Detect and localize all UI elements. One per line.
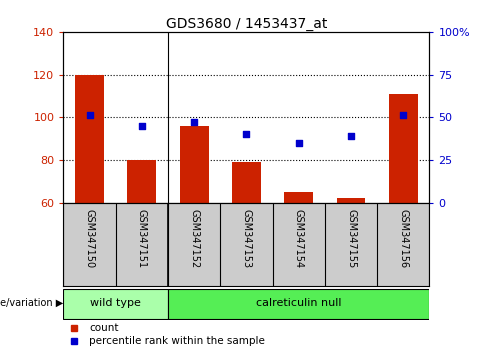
Text: calreticulin null: calreticulin null (256, 298, 342, 308)
Text: wild type: wild type (90, 298, 141, 308)
Point (138, 123, 146, 129)
Bar (285, 192, 313, 203)
Point (399, 112, 407, 118)
Point (243, 132, 250, 137)
Point (295, 140, 303, 146)
Text: GSM347151: GSM347151 (137, 209, 147, 268)
Text: GSM347156: GSM347156 (398, 209, 408, 268)
Bar (389, 94, 418, 203)
Bar (75, 75, 104, 203)
Text: GSM347153: GSM347153 (242, 209, 251, 268)
Text: GSM347155: GSM347155 (346, 209, 356, 269)
Text: genotype/variation ▶: genotype/variation ▶ (0, 298, 63, 308)
Bar (232, 162, 261, 203)
Point (86, 112, 94, 118)
Bar (127, 160, 156, 203)
Text: GSM347150: GSM347150 (84, 209, 95, 268)
Text: GSM347152: GSM347152 (189, 209, 199, 269)
Bar (180, 126, 208, 203)
Text: count: count (89, 323, 119, 333)
Bar (168, 289, 429, 319)
Bar (337, 198, 366, 203)
Text: GSM347154: GSM347154 (294, 209, 304, 268)
Title: GDS3680 / 1453437_at: GDS3680 / 1453437_at (166, 17, 327, 31)
Text: percentile rank within the sample: percentile rank within the sample (89, 336, 265, 346)
Point (347, 134, 355, 139)
Bar (63, 289, 168, 319)
Point (190, 119, 198, 124)
